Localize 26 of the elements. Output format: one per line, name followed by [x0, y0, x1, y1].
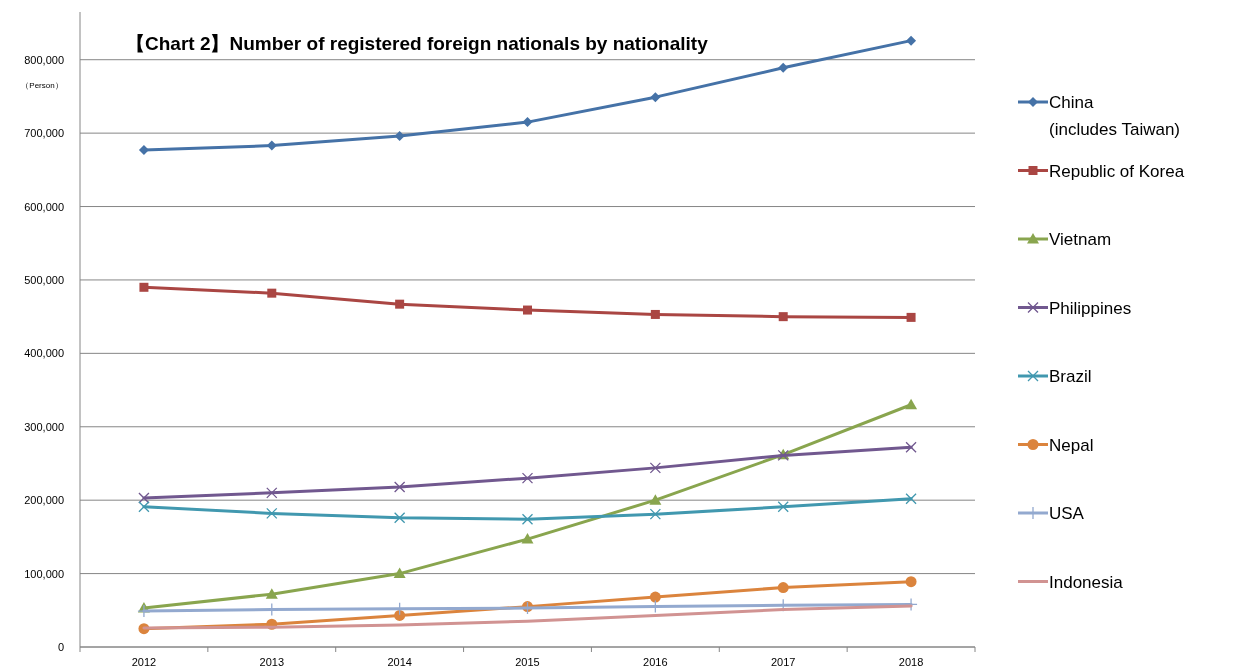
legend-label: Vietnam: [1049, 230, 1112, 249]
x-tick-label: 2016: [643, 656, 668, 668]
text: （Person）: [21, 81, 63, 90]
y-tick-label: 800,000: [24, 53, 64, 66]
text: 【Chart 2】Number of registered foreign nationals by nationality: [126, 33, 709, 54]
y-tick-label: 0: [57, 641, 64, 653]
x-tick-label: 2017: [770, 656, 796, 668]
y-tick-label: 600,000: [24, 200, 64, 213]
legend-label: Brazil: [1049, 367, 1092, 386]
y-tick-label: 200,000: [24, 494, 64, 507]
y-tick-label: 400,000: [24, 347, 64, 360]
legend-label: China (includes Taiwan): [1049, 93, 1181, 139]
y-tick-label: 500,000: [24, 273, 64, 286]
x-tick-label: 2012: [131, 656, 157, 668]
y-tick-label: 100,000: [24, 567, 64, 580]
legend-label: Republic of Korea: [1049, 161, 1185, 181]
x-tick-label: 2015: [515, 656, 540, 668]
y-tick-label: 300,000: [24, 420, 64, 433]
x-tick-label: 2014: [387, 656, 412, 668]
legend-label: Philippines: [1049, 298, 1132, 318]
x-tick-label: 2018: [898, 656, 924, 668]
legend-label: Nepal: [1049, 435, 1094, 455]
legend-label: USA: [1049, 504, 1085, 523]
y-tick-label: 700,000: [24, 127, 64, 140]
legend-label: Indonesia: [1049, 572, 1124, 592]
x-tick-label: 2013: [259, 656, 285, 668]
